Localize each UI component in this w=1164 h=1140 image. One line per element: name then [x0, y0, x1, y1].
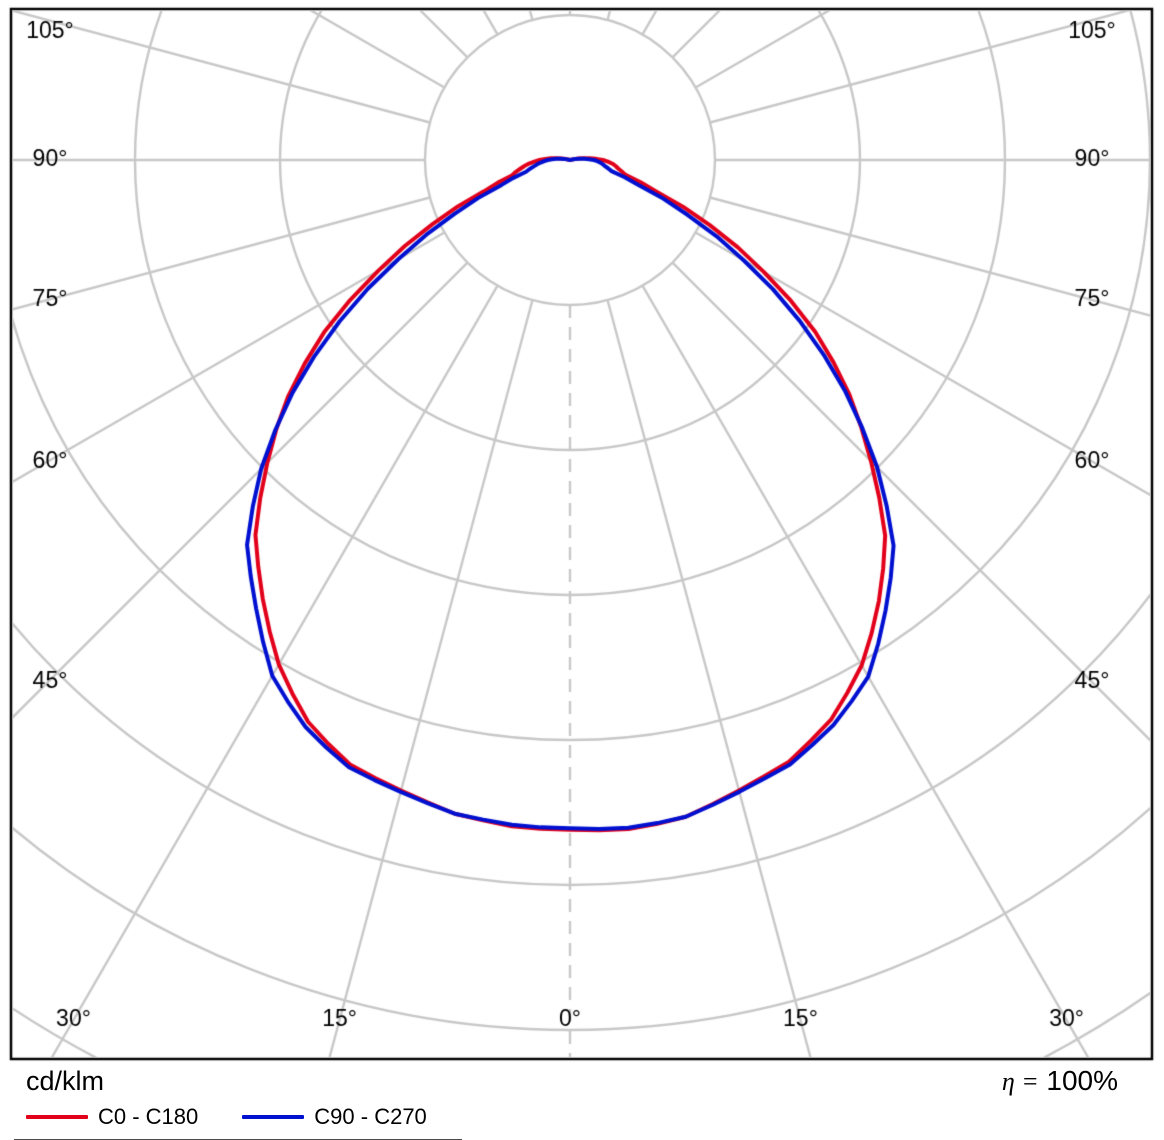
polar-chart-canvas: [0, 0, 1164, 1062]
legend-item-c90-c270: C90 - C270: [242, 1105, 427, 1129]
eta-value: 100%: [1046, 1065, 1118, 1096]
eta-symbol: η =: [1001, 1067, 1039, 1096]
footer-top-row: cd/klm η = 100%: [0, 1062, 1164, 1097]
legend-label-c90-c270: C90 - C270: [314, 1104, 427, 1129]
unit-label: cd/klm: [26, 1066, 105, 1096]
legend-item-c0-c180: C0 - C180: [26, 1105, 198, 1129]
chart-footer: cd/klm η = 100% C0 - C180 C90 - C270: [0, 1062, 1164, 1140]
chart-legend: C0 - C180 C90 - C270: [14, 1105, 462, 1140]
efficiency-label: η = 100%: [1002, 1066, 1118, 1097]
legend-label-c0-c180: C0 - C180: [98, 1104, 199, 1129]
legend-swatch-c0-c180: [26, 1115, 88, 1119]
legend-swatch-c90-c270: [242, 1115, 305, 1119]
